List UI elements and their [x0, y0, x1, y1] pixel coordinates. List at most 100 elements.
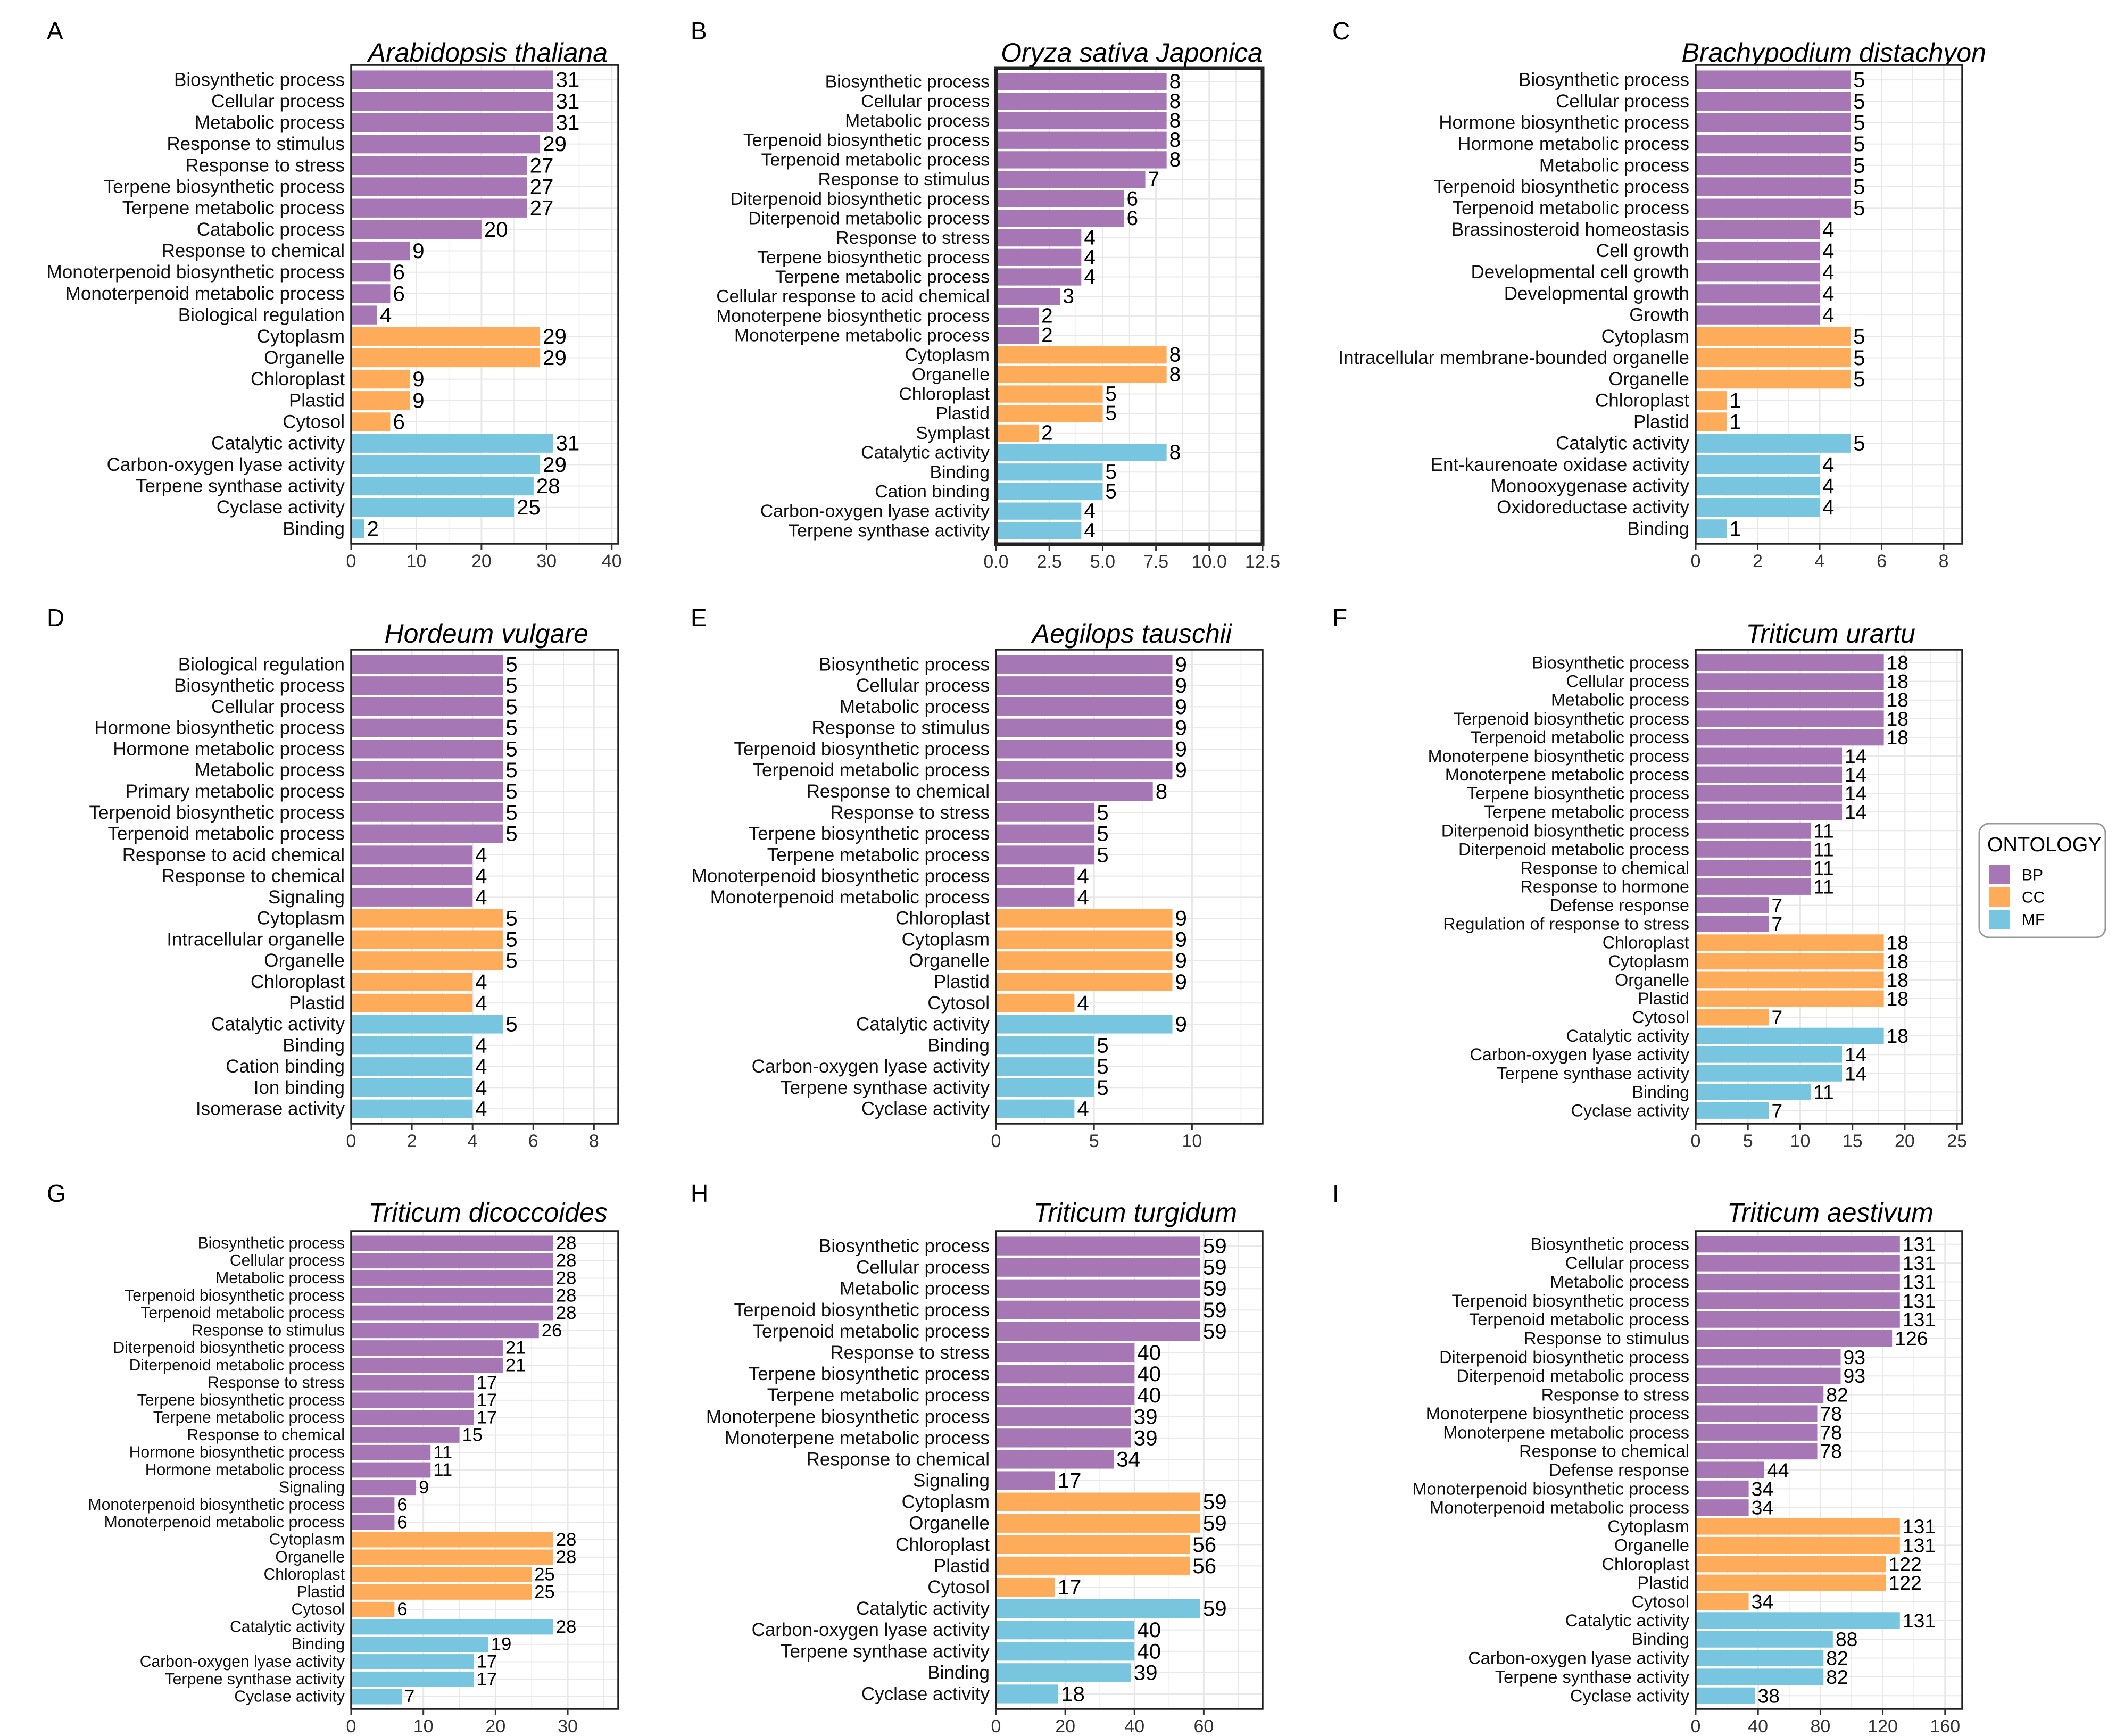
chart-panel-a: A Arabidopsis thaliana Biosynthetic proces… [47, 17, 622, 571]
category-label: Chloroplast [895, 908, 990, 929]
bar [1696, 1518, 1900, 1535]
value-label: 59 [1203, 1511, 1227, 1535]
value-label: 4 [475, 1097, 487, 1121]
x-tick-label: 5 [1743, 1131, 1753, 1151]
bar [1696, 729, 1884, 746]
category-label: Hormone metabolic process [145, 1461, 345, 1479]
bar [996, 1343, 1135, 1363]
bar [1696, 369, 1851, 389]
category-label: Cellular process [1556, 91, 1689, 112]
value-label: 5 [1097, 801, 1108, 825]
x-tick-label: 40 [1124, 1716, 1144, 1736]
category-label: Response to acid chemical [122, 844, 345, 865]
bar [1696, 916, 1769, 933]
value-label: 39 [1134, 1660, 1158, 1684]
bar [1696, 1574, 1886, 1591]
category-label: Monoterpene biosynthetic process [716, 306, 990, 326]
legend: ONTOLOGY BP CC MF [1978, 823, 2106, 938]
category-label: Monoterpene biosynthetic process [706, 1406, 990, 1427]
legend-box [1978, 823, 2106, 938]
category-label: Biosynthetic process [174, 70, 345, 90]
category-label: Diterpenoid biosynthetic process [1439, 1348, 1689, 1367]
bar [996, 385, 1103, 403]
value-label: 11 [1813, 876, 1834, 898]
category-label: Chloroplast [1603, 933, 1689, 952]
x-tick-label: 20 [1055, 1716, 1075, 1736]
x-tick-label: 0 [991, 1716, 1001, 1736]
bar [996, 993, 1075, 1012]
value-label: 93 [1843, 1346, 1865, 1368]
category-label: Plastid [297, 1583, 345, 1601]
bar [996, 151, 1167, 169]
category-label: Response to stress [830, 1342, 990, 1363]
bar [1696, 1687, 1755, 1704]
category-label: Response to chemical [1519, 1442, 1689, 1461]
bar [996, 676, 1173, 695]
value-label: 17 [477, 1669, 497, 1689]
bar [1696, 710, 1884, 727]
category-label: Response to stimulus [1524, 1329, 1689, 1348]
value-label: 4 [1077, 1097, 1089, 1121]
category-label: Terpene synthase activity [788, 520, 990, 541]
category-label: Catabolic process [197, 219, 345, 240]
bar [996, 1599, 1200, 1618]
category-label: Terpenoid metabolic process [107, 824, 345, 844]
bar [351, 1036, 473, 1055]
bar [1696, 1461, 1764, 1478]
value-label: 59 [1203, 1234, 1227, 1258]
bar [996, 307, 1039, 325]
category-label: Signaling [913, 1471, 990, 1491]
category-label: Organelle [1608, 369, 1689, 389]
bar [1696, 1102, 1769, 1119]
category-label: Monoterpene biosynthetic process [1426, 1404, 1689, 1423]
value-label: 4 [1822, 453, 1834, 477]
value-label: 34 [1752, 1497, 1774, 1519]
category-label: Diterpenoid metabolic process [1457, 1366, 1689, 1385]
bar [996, 1364, 1135, 1384]
category-label: Cytosol [1632, 1592, 1689, 1611]
bar [1696, 263, 1820, 282]
category-label: Catalytic activity [211, 433, 345, 454]
category-label: Terpene biosynthetic process [757, 247, 990, 268]
category-label: Diterpenoid metabolic process [1458, 840, 1689, 859]
bar [996, 1258, 1200, 1277]
bar [1696, 1311, 1900, 1328]
category-label: Biosynthetic process [198, 1234, 345, 1252]
bar [351, 1567, 532, 1583]
category-label: Ion binding [254, 1077, 345, 1098]
value-label: 59 [1203, 1298, 1227, 1322]
value-label: 7 [404, 1687, 414, 1707]
value-label: 4 [1077, 991, 1089, 1015]
value-label: 28 [556, 1268, 577, 1288]
bar [996, 73, 1167, 90]
bar [351, 263, 391, 282]
bar [996, 655, 1173, 674]
category-label: Chloroplast [895, 1534, 990, 1555]
bar [351, 1057, 473, 1076]
category-label: Metabolic process [195, 112, 345, 133]
category-label: Cation binding [226, 1056, 345, 1077]
bar [996, 1621, 1135, 1640]
category-label: Symplast [916, 423, 990, 443]
bar [351, 134, 541, 154]
chart-title: Triticum dicoccoides [369, 1198, 608, 1227]
category-label: Hormone biosynthetic process [1439, 112, 1689, 133]
bar [351, 676, 503, 695]
bar [1696, 92, 1851, 111]
panel-letter: F [1332, 604, 1347, 632]
value-label: 59 [1203, 1597, 1227, 1621]
category-label: Metabolic process [1539, 155, 1689, 176]
value-label: 14 [1845, 1062, 1866, 1084]
bar [1696, 1499, 1749, 1516]
value-label: 18 [1887, 670, 1908, 693]
value-label: 5 [1105, 461, 1117, 484]
category-label: Terpene synthase activity [1495, 1667, 1690, 1687]
value-label: 9 [412, 239, 424, 263]
bar [1696, 1027, 1884, 1044]
value-label: 78 [1820, 1440, 1843, 1463]
category-label: Catalytic activity [856, 1598, 990, 1619]
category-label: Plastid [936, 403, 990, 423]
chart-panel-f: F Triticum urartu Biosynthetic process 18 Ce… [1332, 604, 1967, 1151]
bar [996, 93, 1167, 110]
